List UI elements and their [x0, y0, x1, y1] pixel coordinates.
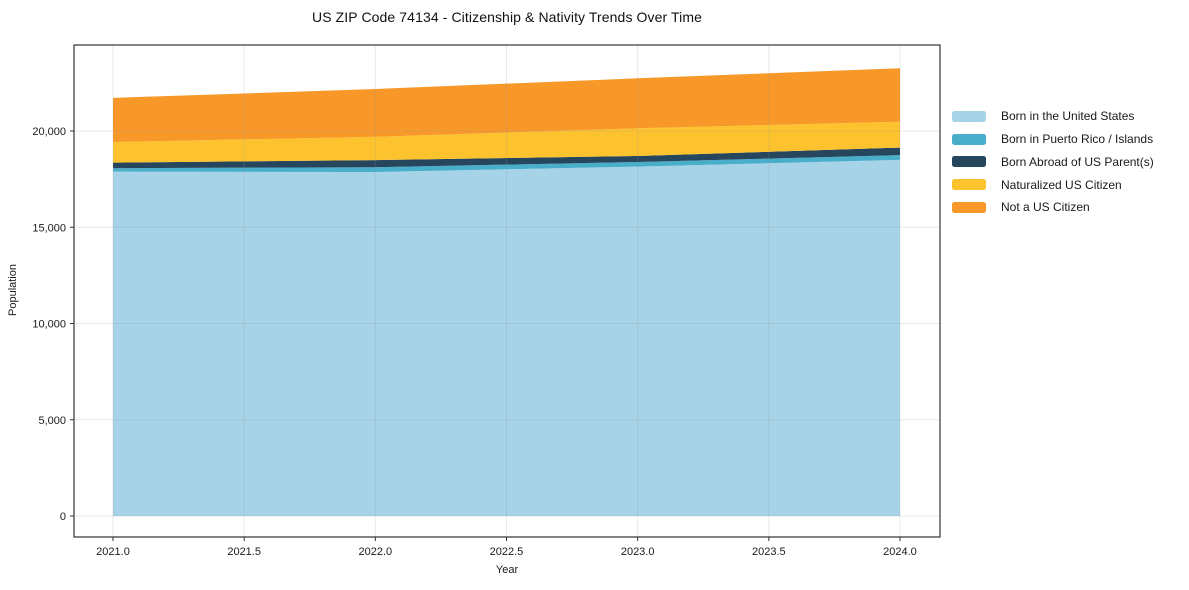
legend-item: Naturalized US Citizen [952, 173, 1154, 196]
area-born-in-puerto-rico-islands [113, 155, 900, 172]
legend-item: Not a US Citizen [952, 196, 1154, 219]
y-axis-label: Population [7, 264, 19, 316]
area-not-a-us-citizen [113, 68, 900, 142]
x-tick-label: 2024.0 [883, 546, 917, 558]
y-tick-label: 10,000 [32, 319, 66, 331]
x-tick-label: 2021.0 [96, 546, 130, 558]
x-tick-label: 2023.5 [752, 546, 786, 558]
legend-swatch-not-citizen [952, 201, 986, 213]
legend-item: Born in Puerto Rico / Islands [952, 128, 1154, 151]
x-axis-label: Year [495, 564, 519, 576]
legend-swatch-born-us [952, 110, 986, 122]
legend-label: Born Abroad of US Parent(s) [1001, 154, 1154, 169]
legend-label: Born in the United States [1001, 109, 1135, 124]
legend-label: Naturalized US Citizen [1001, 177, 1122, 192]
legend-label: Not a US Citizen [1001, 200, 1090, 215]
chart-title: US ZIP Code 74134 - Citizenship & Nativi… [311, 9, 703, 25]
y-tick-label: 5,000 [38, 415, 66, 427]
legend-item: Born Abroad of US Parent(s) [952, 151, 1154, 174]
legend-swatch-born-abroad [952, 156, 986, 168]
legend-label: Born in Puerto Rico / Islands [1001, 132, 1154, 147]
x-tick-label: 2021.5 [227, 546, 261, 558]
area-naturalized-us-citizen [113, 121, 900, 163]
y-axis: 0 5,000 10,000 15,000 20,000 [32, 126, 74, 523]
y-tick-label: 0 [60, 511, 66, 523]
area-born-abroad-of-us-parent-s [113, 147, 900, 169]
x-tick-label: 2022.0 [359, 546, 393, 558]
legend-swatch-born-pr-islands [952, 133, 986, 145]
y-tick-label: 20,000 [32, 126, 66, 138]
x-axis: 2021.0 2021.5 2022.0 2022.5 2023.0 2023.5 2024… [96, 537, 917, 558]
x-tick-label: 2023.0 [621, 546, 655, 558]
y-tick-label: 15,000 [32, 222, 66, 234]
legend-swatch-naturalized [952, 179, 986, 191]
plot-border [73, 44, 941, 538]
gridlines [74, 45, 940, 537]
legend: Born in the United States Born in Puerto… [952, 105, 1154, 219]
area-born-in-the-united-states [113, 159, 900, 516]
legend-item: Born in the United States [952, 105, 1154, 128]
x-tick-label: 2022.5 [490, 546, 524, 558]
